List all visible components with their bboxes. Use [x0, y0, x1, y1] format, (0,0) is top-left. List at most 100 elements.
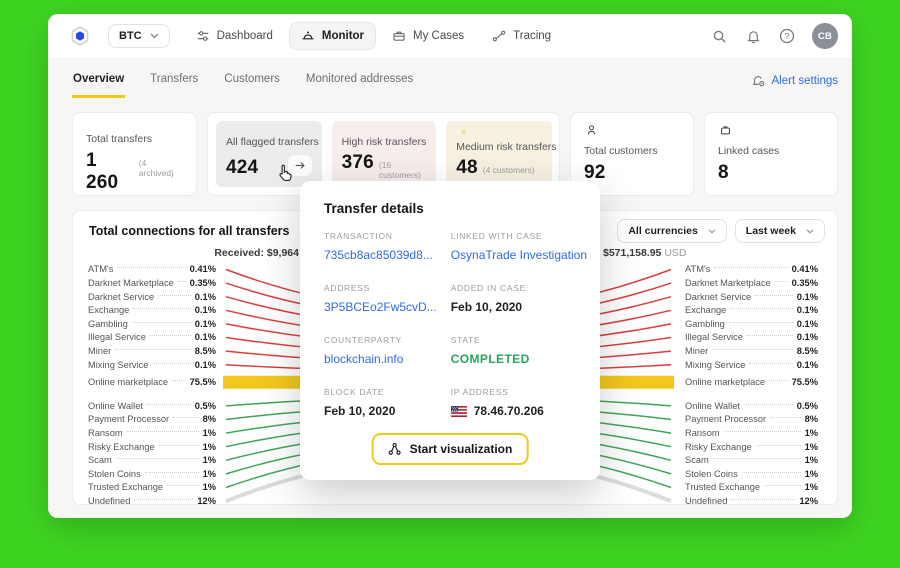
- legend-row-trusted-exchange: Trusted Exchange 1%: [88, 481, 216, 495]
- chart-title: Total connections for all transfers: [89, 224, 290, 238]
- alert-settings-link[interactable]: Alert settings: [751, 74, 838, 98]
- legend-value: 0.35%: [189, 278, 216, 289]
- notifications-button[interactable]: [744, 27, 762, 45]
- legend-row-risky-exchange: Risky Exchange 1%: [88, 440, 216, 454]
- search-button[interactable]: [710, 27, 728, 45]
- tile-medium-risk-transfers[interactable]: Medium risk transfers 48 (4 customers): [446, 121, 557, 187]
- field-value: COMPLETED: [450, 352, 530, 366]
- alert-settings-icon: [751, 76, 764, 87]
- start-visualization-button[interactable]: Start visualization: [371, 433, 529, 465]
- tile-high-risk-transfers[interactable]: High risk transfers 376 (16 customers): [331, 121, 437, 187]
- legend-value: 1%: [202, 468, 216, 479]
- legend-label: Trusted Exchange: [88, 482, 164, 493]
- nav-item-monitor[interactable]: Monitor: [288, 22, 377, 50]
- legend-value: 0.1%: [796, 291, 818, 302]
- legend-leader: [774, 281, 788, 283]
- stat-note: (16 customers): [378, 160, 421, 180]
- field-value[interactable]: blockchain.info: [324, 352, 404, 366]
- legend-row-online-wallet: Online Wallet 0.5%: [685, 399, 818, 413]
- legend-value: 0.1%: [194, 318, 216, 329]
- stat-label: Linked cases: [718, 145, 780, 157]
- user-avatar[interactable]: CB: [812, 23, 838, 49]
- stat-label: Total transfers: [86, 133, 152, 145]
- field-label: ADDRESS: [324, 283, 370, 293]
- legend-leader: [131, 321, 191, 323]
- stat-value: 424: [226, 157, 259, 178]
- legend-value: 12%: [799, 496, 818, 507]
- legend-value: 1%: [202, 441, 216, 452]
- legend-value: 0.1%: [194, 291, 216, 302]
- help-button[interactable]: ?: [778, 27, 796, 45]
- stat-note: (4 archived): [138, 158, 174, 178]
- us-flag-icon: [450, 405, 467, 417]
- field-added-in-case: ADDED IN CASE Feb 10, 2020: [451, 283, 587, 335]
- field-address: ADDRESS 3P5BCEo2Fw5cvD...: [324, 283, 437, 335]
- field-value[interactable]: 735cb8ac85039d8...: [324, 248, 433, 262]
- nav-item-tracing[interactable]: Tracing: [480, 22, 563, 50]
- legend-leader: [770, 417, 801, 419]
- nav-label: Tracing: [513, 30, 552, 42]
- legend-label: Payment Processor: [685, 414, 767, 425]
- currency-value: BTC: [119, 30, 142, 42]
- legend-value: 75.5%: [189, 377, 216, 388]
- tab-transfers[interactable]: Transfers: [150, 73, 199, 85]
- open-flagged-button[interactable]: [287, 155, 312, 176]
- currency-filter-dropdown[interactable]: All currencies: [617, 219, 727, 243]
- field-value-ip: 78.46.70.206: [450, 404, 587, 418]
- legend-value: 8%: [202, 414, 216, 425]
- legend-label: Darknet Marketplace: [685, 278, 771, 289]
- legend-label: Exchange: [685, 305, 727, 316]
- legend-label: Online marketplace: [88, 377, 169, 388]
- legend-row-atm-s: ATM's 0.41%: [88, 263, 216, 277]
- stat-label: Medium risk transfers: [456, 141, 557, 153]
- card-total-transfers[interactable]: Total transfers 1 260 (4 archived): [72, 112, 197, 196]
- legend-row-scam: Scam 1%: [685, 454, 818, 468]
- legend-value: 0.1%: [796, 305, 818, 316]
- chevron-down-icon: [806, 228, 814, 234]
- legend-value: 1%: [202, 428, 216, 439]
- stat-label: All flagged transfers: [226, 136, 319, 148]
- card-linked-cases[interactable]: Linked cases 8: [704, 112, 838, 196]
- legend-leader: [115, 349, 191, 351]
- legend-row-gambling: Gambling 0.1%: [88, 317, 216, 331]
- legend-label: Undefined: [685, 496, 728, 507]
- currency-dropdown[interactable]: BTC: [108, 24, 170, 48]
- tab-customers[interactable]: Customers: [224, 73, 280, 85]
- legend-value: 0.1%: [796, 332, 818, 343]
- nav-item-dashboard[interactable]: Dashboard: [184, 22, 285, 50]
- tile-all-flagged-transfers[interactable]: All flagged transfers 424: [216, 121, 322, 187]
- legend-leader: [728, 321, 793, 323]
- legend-leader: [714, 267, 788, 269]
- legend-label: Online Wallet: [685, 400, 740, 411]
- tab-overview[interactable]: Overview: [72, 61, 126, 98]
- field-block-date: BLOCK DATE Feb 10, 2020: [324, 387, 437, 439]
- legend-label: Scam: [88, 455, 112, 466]
- legend-value: 12%: [197, 496, 216, 507]
- legend-label: Risky Exchange: [685, 441, 752, 452]
- legend-label: Illegal Service: [88, 332, 146, 343]
- legend-row-online-marketplace: Online marketplace 75.5%: [685, 376, 818, 390]
- legend-value: 1%: [804, 482, 818, 493]
- field-value[interactable]: 3P5BCEo2Fw5cvD...: [324, 300, 437, 314]
- nav-item-my-cases[interactable]: My Cases: [380, 22, 476, 50]
- legend-leader: [731, 499, 796, 501]
- chevron-down-icon: [150, 33, 159, 39]
- stat-value: 376 (16 customers): [342, 152, 427, 180]
- arrow-right-icon: [295, 162, 305, 169]
- legend-row-payment-processor: Payment Processor 8%: [88, 413, 216, 427]
- period-filter-dropdown[interactable]: Last week: [734, 219, 825, 243]
- legend-row-scam: Scam 1%: [88, 454, 216, 468]
- legend-value: 0.1%: [796, 359, 818, 370]
- legend-label: Gambling: [685, 318, 725, 329]
- legend-row-payment-processor: Payment Processor 8%: [685, 413, 818, 427]
- tab-monitored-addresses[interactable]: Monitored addresses: [305, 73, 414, 85]
- legend-leader: [115, 458, 199, 460]
- legend-row-darknet-service: Darknet Service 0.1%: [685, 290, 818, 304]
- legend-row-miner: Miner 8.5%: [88, 344, 216, 358]
- field-value[interactable]: OsynaTrade Investigation: [450, 248, 588, 262]
- legend-label: Scam: [685, 455, 709, 466]
- search-icon: [713, 30, 726, 43]
- field-label: ADDED IN CASE: [450, 283, 526, 293]
- legend-leader: [743, 403, 793, 405]
